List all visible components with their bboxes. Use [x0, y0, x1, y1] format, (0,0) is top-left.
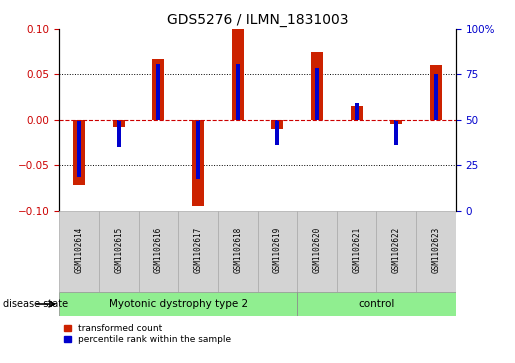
- Text: disease state: disease state: [3, 299, 67, 309]
- Bar: [351, 106, 363, 120]
- Text: Myotonic dystrophy type 2: Myotonic dystrophy type 2: [109, 299, 248, 309]
- Bar: [196, 120, 200, 179]
- Bar: [73, 120, 85, 185]
- Bar: [99, 211, 139, 292]
- Bar: [355, 103, 358, 120]
- Bar: [157, 64, 160, 120]
- Text: GSM1102622: GSM1102622: [392, 227, 401, 273]
- Bar: [297, 292, 456, 316]
- Bar: [390, 120, 402, 124]
- Bar: [271, 120, 283, 129]
- Text: GSM1102614: GSM1102614: [75, 227, 83, 273]
- Bar: [77, 120, 81, 177]
- Bar: [59, 292, 297, 316]
- Bar: [258, 211, 297, 292]
- Text: GSM1102620: GSM1102620: [313, 227, 321, 273]
- Bar: [59, 211, 99, 292]
- Bar: [434, 74, 438, 120]
- Bar: [337, 211, 376, 292]
- Text: GSM1102621: GSM1102621: [352, 227, 361, 273]
- Bar: [394, 120, 398, 145]
- Text: GSM1102615: GSM1102615: [114, 227, 123, 273]
- Bar: [416, 211, 456, 292]
- Bar: [276, 120, 279, 145]
- Text: GSM1102618: GSM1102618: [233, 227, 242, 273]
- Text: GSM1102619: GSM1102619: [273, 227, 282, 273]
- Text: GSM1102623: GSM1102623: [432, 227, 440, 273]
- Bar: [113, 120, 125, 127]
- Bar: [311, 52, 323, 120]
- Bar: [232, 29, 244, 120]
- Title: GDS5276 / ILMN_1831003: GDS5276 / ILMN_1831003: [167, 13, 348, 26]
- Text: GSM1102616: GSM1102616: [154, 227, 163, 273]
- Bar: [315, 68, 319, 120]
- Bar: [218, 211, 258, 292]
- Bar: [152, 59, 164, 120]
- Legend: transformed count, percentile rank within the sample: transformed count, percentile rank withi…: [64, 324, 231, 344]
- Text: control: control: [358, 299, 394, 309]
- Text: GSM1102617: GSM1102617: [194, 227, 202, 273]
- Bar: [376, 211, 416, 292]
- Bar: [430, 65, 442, 120]
- Bar: [297, 211, 337, 292]
- Bar: [117, 120, 121, 147]
- Bar: [178, 211, 218, 292]
- Bar: [236, 64, 239, 120]
- Bar: [192, 120, 204, 206]
- Bar: [139, 211, 178, 292]
